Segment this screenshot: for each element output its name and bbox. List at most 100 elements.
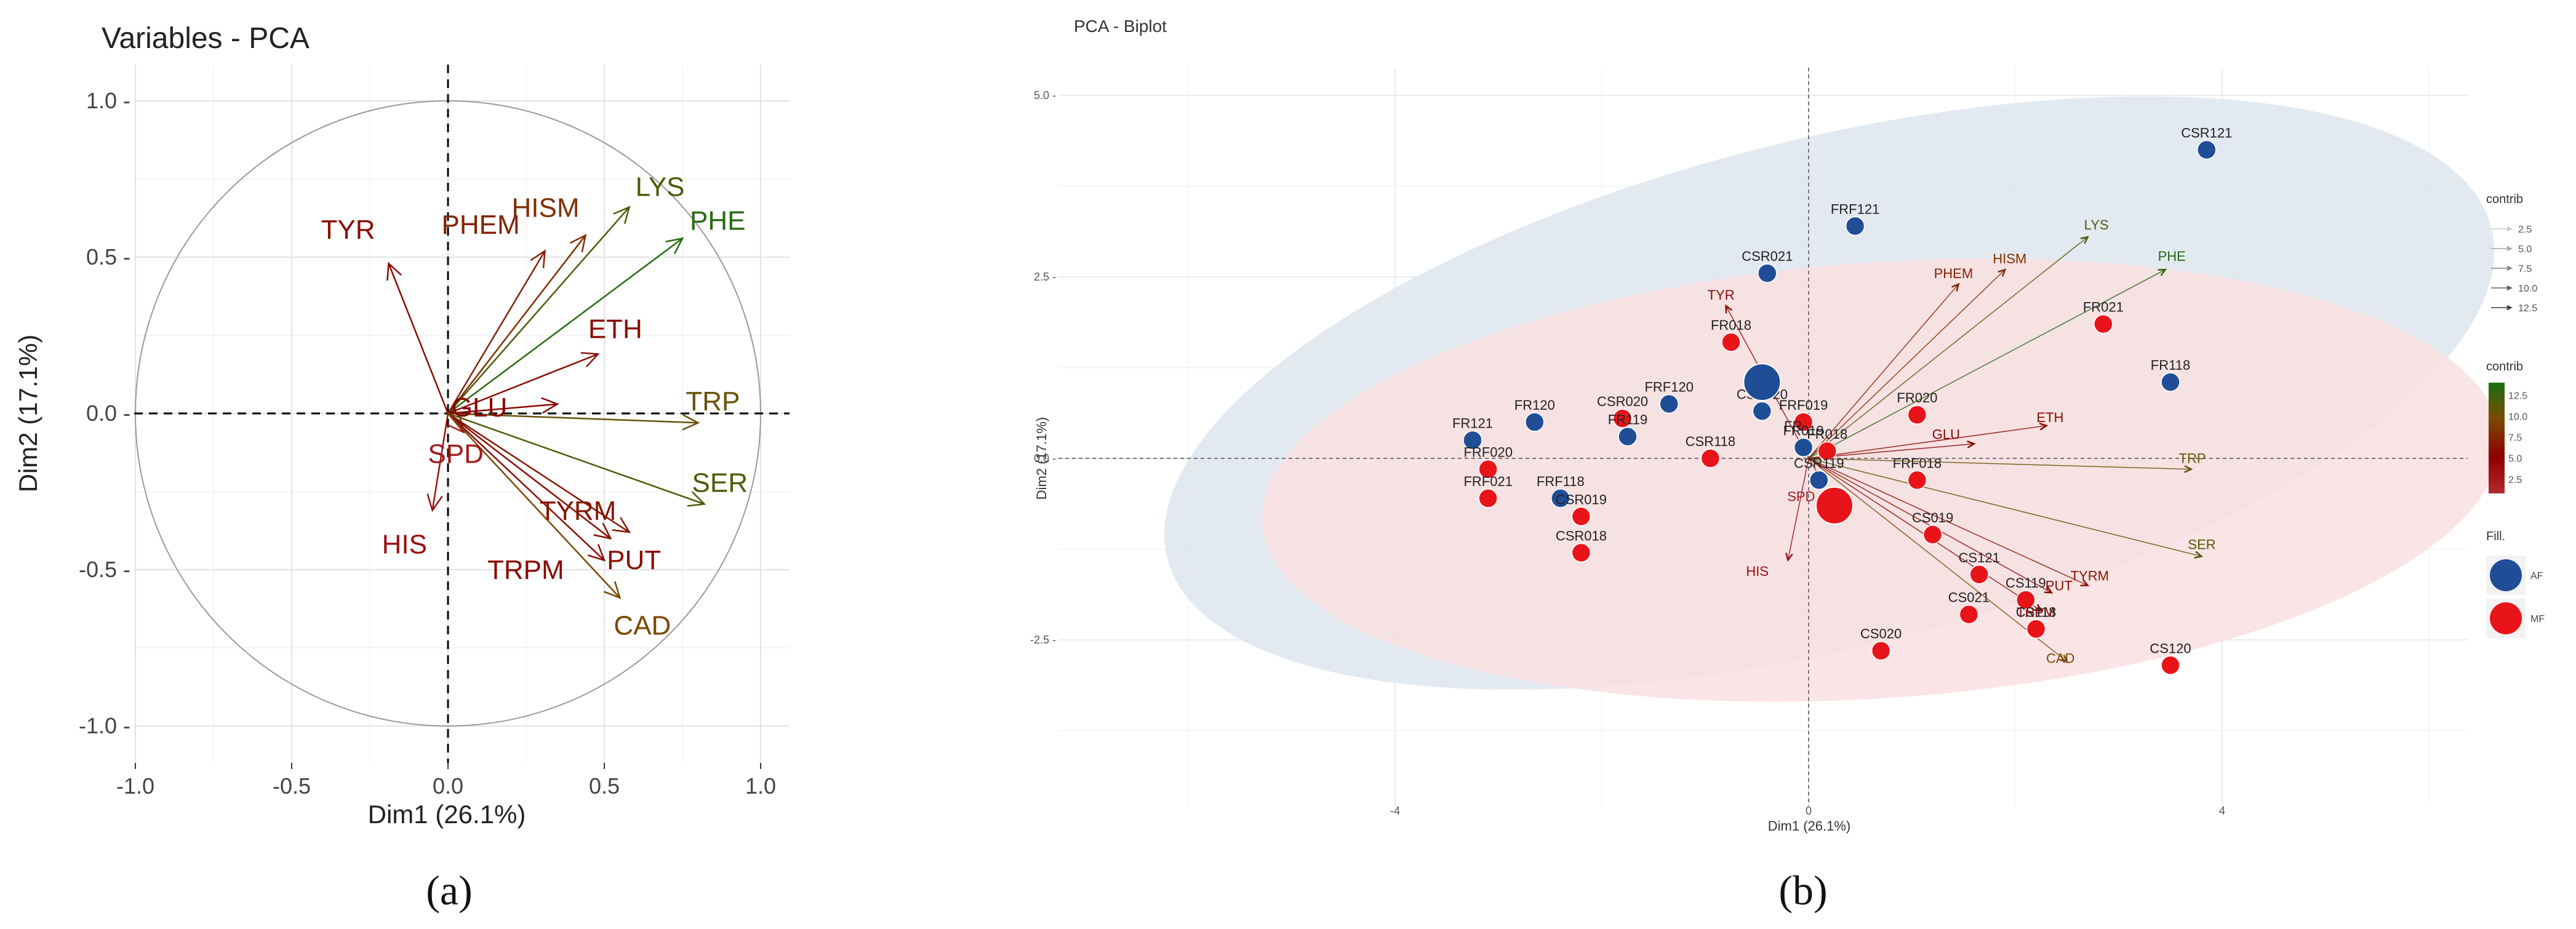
legend-arrow-label: 10.0 [2518,284,2537,294]
arrow-his [1787,458,1809,560]
x-tick-label: 4 [2219,805,2225,817]
legend-arrow-label: 2.5 [2518,225,2532,235]
arrowhead-phe [2158,268,2167,276]
label-tyr: TYR [321,215,375,245]
label-eth: ETH [2036,410,2063,425]
chart-a-xlabel: Dim1 (26.1%) [368,800,526,829]
arrowhead-phe [665,237,684,254]
arrowhead-tyrm [2080,579,2090,587]
legend-fill-title: Fill. [2486,530,2505,543]
arrowhead-phem [1951,282,1960,292]
arrowhead-tyr [386,261,402,281]
arrowhead-cad [603,581,622,599]
point-label-fr120: FR120 [1514,397,1555,413]
x-tick-label: 0.0 [433,773,463,799]
point-label-fr019: FR019 [1783,423,1824,438]
label-tyrm: TYRM [2071,568,2109,584]
arrowhead-his [426,493,443,512]
point-fr018 [1721,332,1741,352]
arrow-ser [1808,458,2202,557]
arrowhead-trp [2184,465,2193,473]
arrow-spd [1808,458,1825,484]
arrow-phem [447,250,546,414]
y-tick-label: 0.5 - [86,244,130,269]
x-tick-label: 1.0 [745,773,776,799]
arrowhead-lys [2080,236,2089,244]
arrowhead-hism [569,234,587,253]
label-glu: GLU [452,393,507,423]
arrow-glu [1808,443,1974,459]
point-csr021 [1758,263,1777,283]
point-label-csr119: CSR119 [1794,455,1844,471]
point-label-frf020: FRF020 [1463,445,1512,460]
chart-b-ylabel: Dim2 (17.1%) [1034,417,1049,500]
point-csr020 [1612,409,1633,428]
point-label-fr: FR [1784,418,1802,434]
point-frf120 [1659,394,1679,414]
arrowhead-glu [1967,440,1976,449]
point-frf021 [1478,488,1498,508]
point-label-fr020: FR020 [1897,390,1937,405]
label-phe: PHE [2158,249,2186,264]
point-label-fr118: FR118 [2151,357,2190,373]
point-label-frf121: FRF121 [1831,201,1879,217]
label-lys: LYS [636,172,685,202]
label-put: PUT [607,545,661,575]
legend-contrib-label: 10.0 [2508,412,2527,423]
point-cs019 [1922,525,1943,544]
legend-arrow-label: 7.5 [2518,264,2532,274]
point-csr118 [1700,449,1721,468]
point-label-cs119: CS119 [2006,575,2046,591]
point-fr018 [1817,441,1837,461]
arrow-trpm [1808,458,2042,612]
arrow-tyrm [1808,458,2088,586]
arrow-put [1808,458,2052,593]
point-label-csr018: CSR018 [1556,528,1607,543]
chart-b-grid [1058,68,2468,806]
label-eth: ETH [588,314,642,344]
point-csr018 [1571,543,1591,563]
arrow-tyr [388,263,449,414]
point-frf019 [1793,412,1814,432]
arrow-put [447,413,611,540]
x-tick-label: 0.5 [589,773,620,799]
point-label-csr118: CSR118 [1686,434,1736,449]
legend-contrib-label: 2.5 [2508,475,2522,485]
point-label-fr121: FR121 [1452,416,1493,431]
arrowhead-eth [2039,423,2049,431]
point-csr121 [2197,140,2217,160]
arrowhead-trpm [2033,604,2043,612]
label-phem: PHEM [1934,266,1974,281]
point-label-csr120: CSR120 [1737,386,1788,402]
arrow-cad [1808,458,2068,662]
arrowhead-ser [687,491,706,507]
point-fr020 [1907,405,1927,425]
x-tick-label: 0 [1806,805,1812,817]
chart-a-caption: (a) [426,867,472,914]
arrowhead-his [1785,552,1793,562]
legend-contrib-label: 5.0 [2508,454,2522,464]
legend-arrow-label: 5.0 [2518,244,2532,255]
label-trp: TRP [686,386,740,417]
label-trpm: TRPM [487,555,564,585]
chart-a-arrows [386,205,706,599]
chart-b-legend: contrib 2.5 5.0 7.5 10.0 12.5 contrib 12.5 10.0 7… [2486,193,2545,638]
legend-arrow-head [2506,285,2513,291]
arrowhead-glu [541,397,559,414]
chart-b-title: PCA - Biplot [1074,17,1167,36]
arrowhead-put [2044,586,2054,594]
point-csr120 [1752,401,1772,421]
point-label-csr021: CSR021 [1742,249,1793,264]
arrow-glu [447,403,558,415]
label-ser: SER [692,468,748,498]
x-tick-label: -0.5 [273,773,311,799]
y-tick-label: 5.0 - [1034,89,1056,102]
arrow-lys [447,206,630,414]
label-his: HIS [382,529,427,559]
arrow-hism [1808,269,2006,459]
chart-b-xlabel: Dim1 (26.1%) [1768,818,1850,834]
point-label-cs121: CS121 [1959,550,2000,565]
arrowhead-trp [682,414,700,431]
point-label-fr018: FR018 [1807,426,1847,442]
